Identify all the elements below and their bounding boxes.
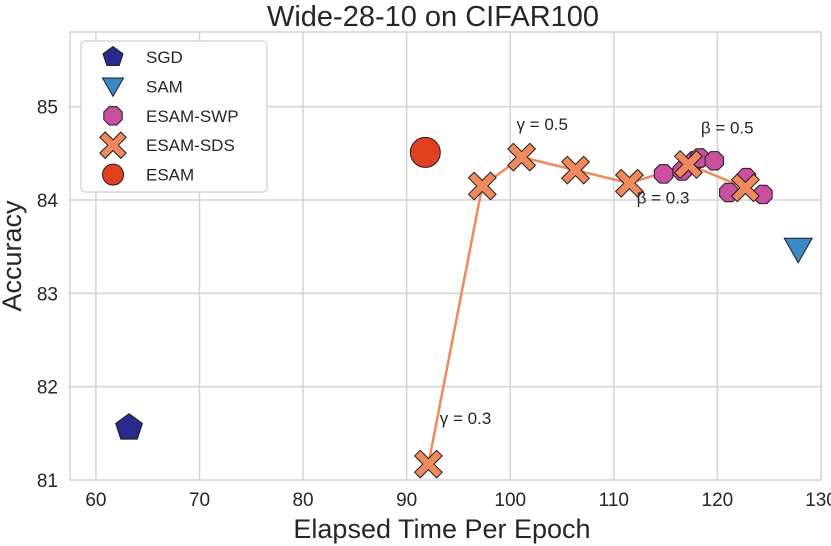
legend-label: SGD (146, 48, 183, 67)
data-point-esam-sds (413, 449, 443, 479)
data-point-esam-sds (673, 149, 703, 180)
y-tick-label: 82 (37, 378, 58, 399)
y-tick-label: 85 (37, 98, 58, 119)
data-point-esam-sds (507, 142, 537, 172)
legend-marker-sam (101, 77, 125, 98)
legend-label: ESAM-SWP (146, 107, 239, 126)
legend-marker-esam-sds (99, 131, 127, 160)
legend-label: ESAM-SDS (146, 136, 235, 155)
legend-marker-sgd (102, 45, 124, 66)
annotation-label: γ = 0.3 (440, 409, 492, 428)
x-tick-label: 80 (292, 490, 313, 511)
axis-ticks: 60 70 80 90 100 110 120 130 81 82 83 84 85 (37, 98, 831, 511)
data-point-esam (409, 136, 441, 168)
annotation-label: β = 0.3 (637, 189, 690, 208)
legend-label: ESAM (146, 166, 194, 185)
x-tick-label: 110 (599, 490, 629, 511)
data-point-esam-sds (730, 173, 760, 203)
legend-box (80, 40, 268, 193)
data-point-esam-swp (704, 151, 724, 171)
chart-title: Wide-28-10 on CIFAR100 (267, 1, 599, 33)
y-tick-label: 83 (37, 284, 58, 305)
plot-frame (69, 31, 822, 481)
legend: SGD SAM ESAM-SWP ESAM-SDS ESAM (80, 40, 268, 193)
data-point-esam-swp (653, 164, 674, 184)
x-tick-label: 130 (805, 490, 831, 511)
x-tick-label: 120 (702, 490, 734, 511)
x-tick-label: 90 (396, 490, 417, 511)
y-axis-label: Accuracy (0, 200, 27, 312)
data-point-esam-sds (614, 168, 644, 198)
legend-marker-esam (102, 163, 124, 186)
data-point-sgd (115, 413, 143, 440)
data-markers (115, 136, 814, 479)
data-point-esam-sds (560, 155, 591, 185)
annotation-label: β = 0.5 (701, 119, 754, 138)
annotation-label: γ = 0.5 (516, 115, 568, 134)
annotations: γ = 0.3 γ = 0.5 β = 0.3 β = 0.5 (440, 115, 754, 428)
x-tick-label: 60 (85, 490, 106, 511)
y-tick-label: 84 (37, 191, 59, 212)
x-tick-label: 100 (494, 490, 526, 511)
data-point-esam-sds (467, 171, 497, 201)
legend-marker-esam-swp (103, 106, 123, 126)
legend-label: SAM (146, 77, 183, 96)
y-tick-label: 81 (37, 471, 58, 492)
x-tick-label: 70 (189, 490, 210, 511)
x-axis-label: Elapsed Time Per Epoch (293, 514, 590, 544)
data-point-sam (783, 237, 814, 264)
